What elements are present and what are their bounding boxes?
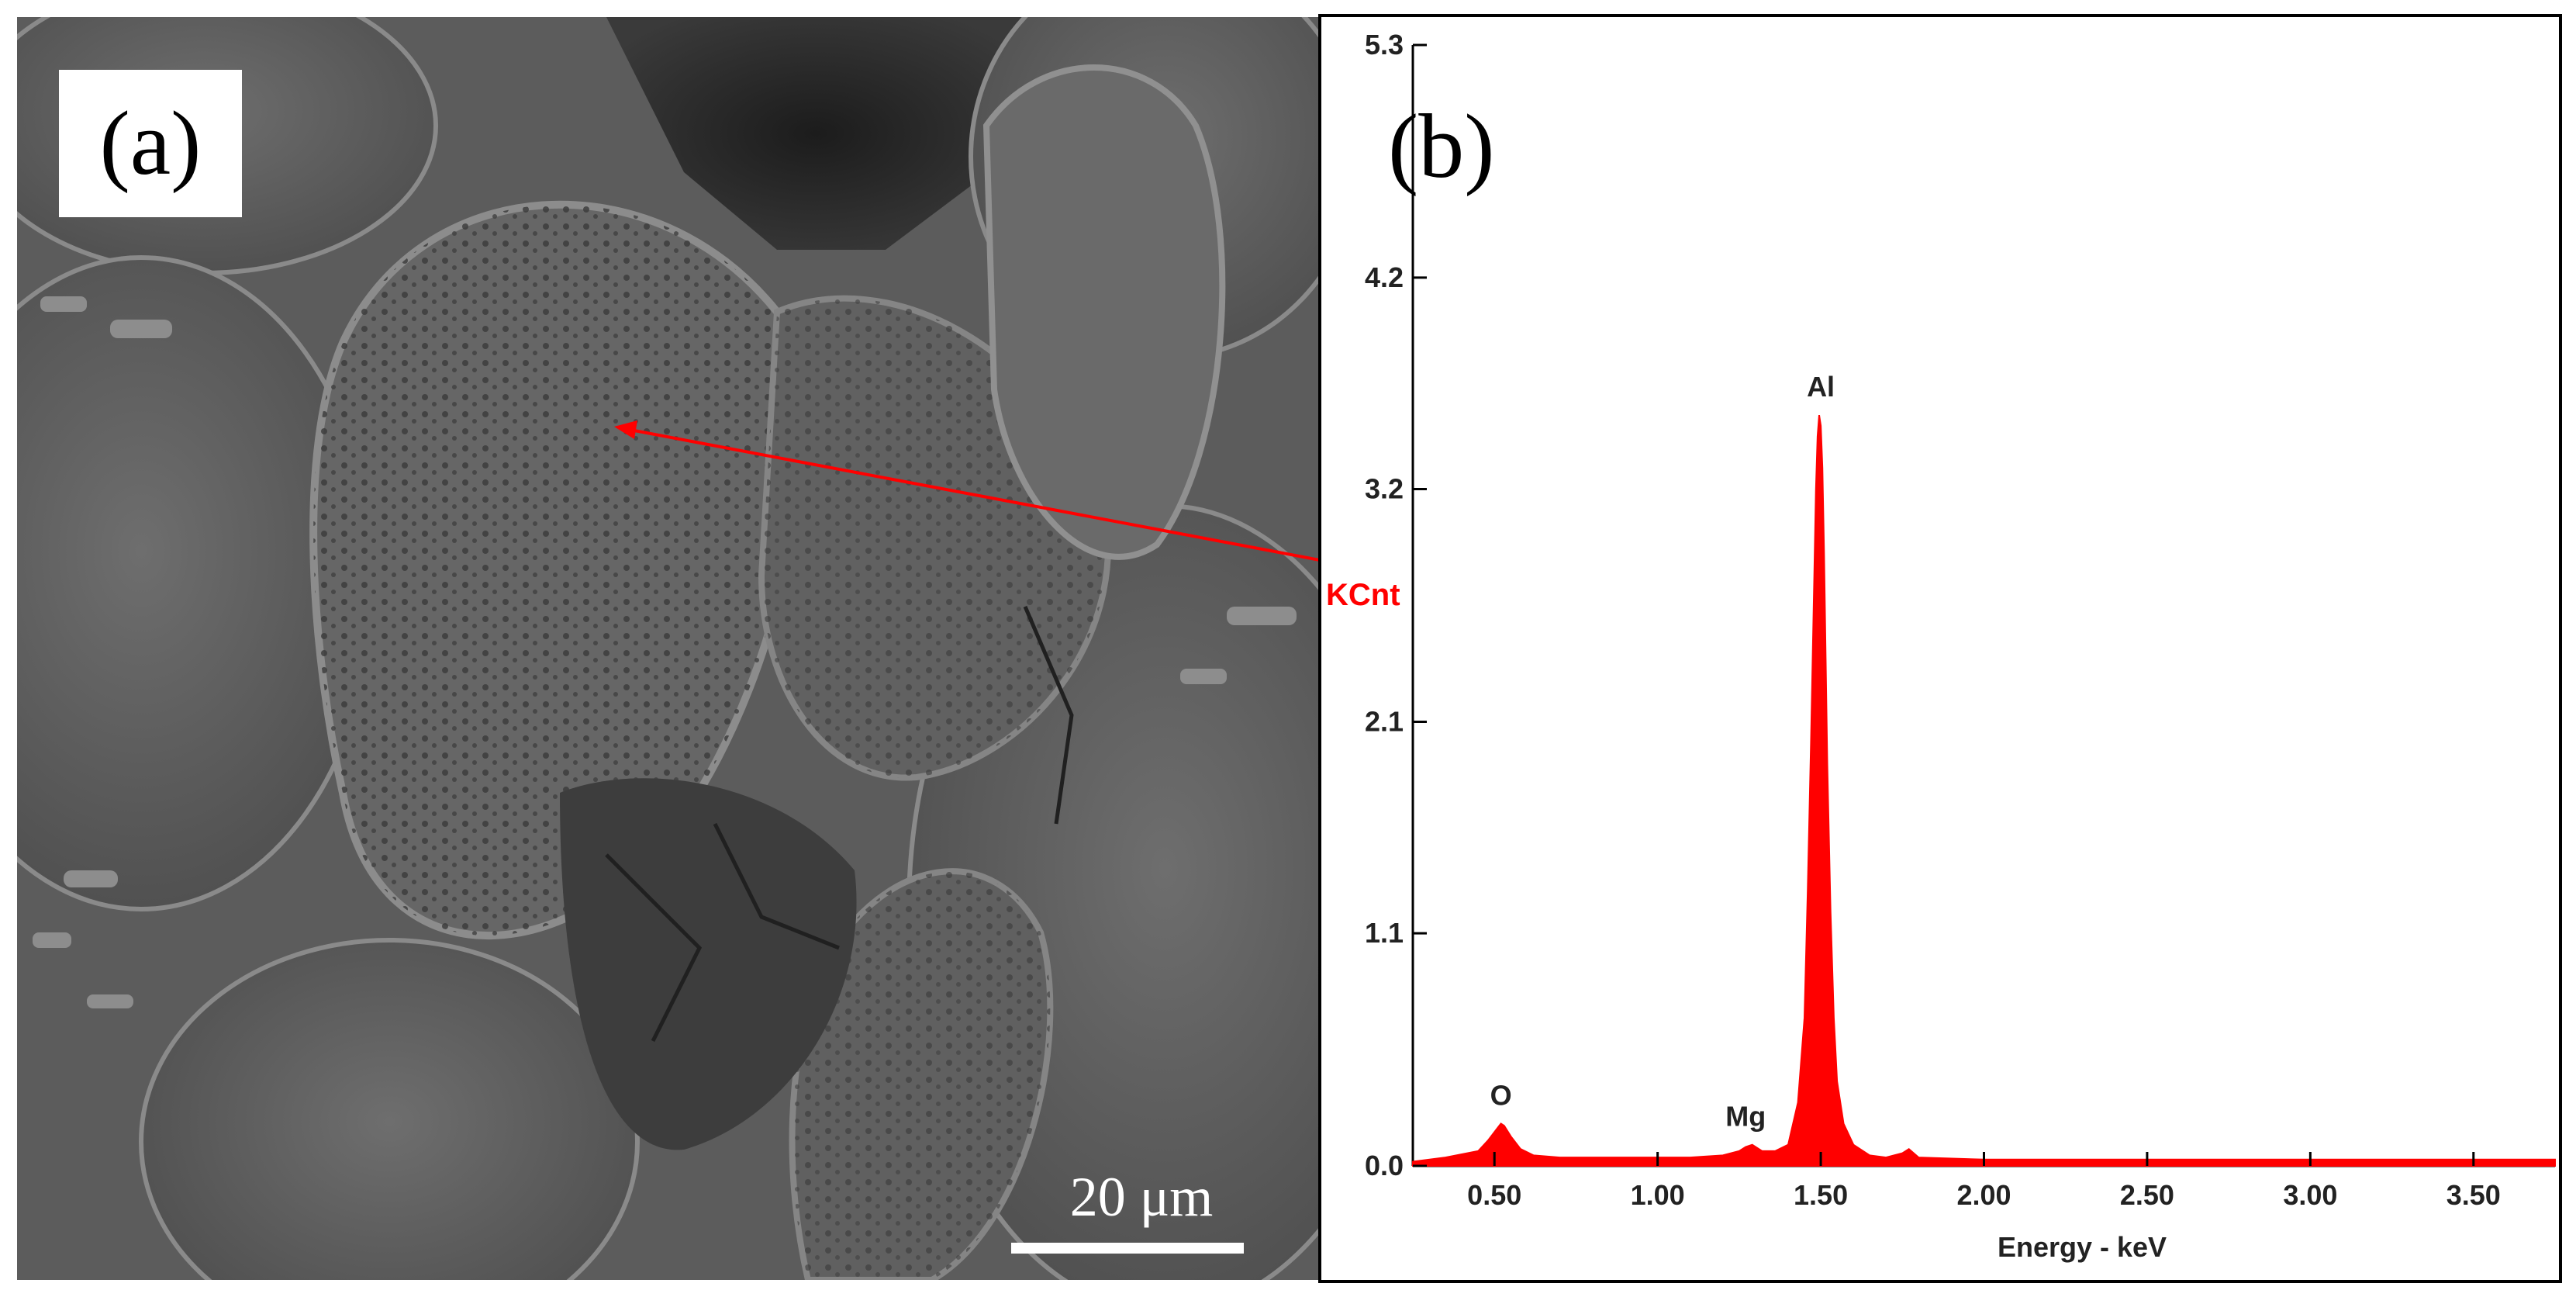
x-axis-label: Energy - keV [1998, 1231, 2167, 1263]
peak-label-mg: Mg [1725, 1101, 1766, 1133]
sem-micrograph-image [17, 17, 1320, 1280]
sem-micrograph-panel: (a) 20 μm [17, 17, 1320, 1280]
scale-bar [1011, 1243, 1244, 1254]
chart-series [1412, 414, 2556, 1167]
panel-b-label: (b) [1388, 95, 1495, 197]
x-tick-label: 3.50 [2447, 1179, 2501, 1211]
x-tick-label: 3.00 [2283, 1179, 2337, 1211]
panel-a-label: (a) [59, 70, 242, 217]
scale-bar-label: 20 μm [1069, 1166, 1214, 1228]
x-tick-label: 2.00 [1956, 1179, 2011, 1211]
y-axis-label: KCnt [1326, 578, 1400, 612]
x-tick-label: 0.50 [1467, 1179, 1521, 1211]
y-tick-label: 5.3 [1365, 29, 1404, 61]
peak-label-o: O [1490, 1079, 1512, 1111]
peak-label-al: Al [1807, 371, 1835, 403]
chart-ticks: 0.0 1.1 2.1 3.2 4.2 5.3 0.50 1.00 1.50 2.00 2.50 3.… [1365, 29, 2501, 1211]
x-tick-label: 1.00 [1631, 1179, 1685, 1211]
y-tick-label: 3.2 [1365, 473, 1404, 505]
chart-annotations: O Mg Al [1490, 371, 1835, 1133]
chart-axes [1411, 45, 2555, 1167]
eds-spectrum-panel [1318, 14, 2562, 1283]
spectrum-area [1412, 414, 2556, 1167]
x-tick-label: 2.50 [2120, 1179, 2174, 1211]
y-tick-label: 0.0 [1365, 1150, 1404, 1181]
x-tick-label: 1.50 [1794, 1179, 1848, 1211]
y-tick-label: 1.1 [1365, 917, 1404, 949]
y-tick-label: 4.2 [1365, 261, 1404, 293]
y-tick-label: 2.1 [1365, 705, 1404, 737]
